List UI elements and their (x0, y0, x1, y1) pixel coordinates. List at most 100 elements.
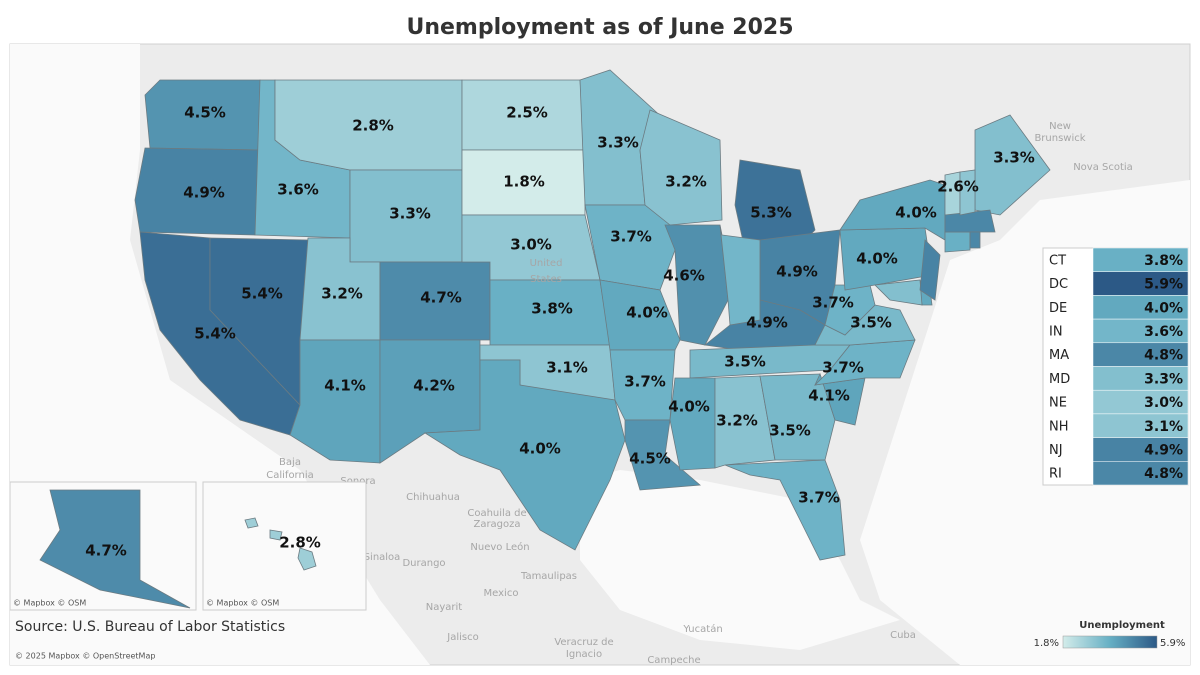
state-value-label: 2.8% (352, 117, 394, 135)
basemap-label: Sinaloa (364, 552, 401, 563)
basemap-label: New (1049, 121, 1071, 132)
basemap-label: Nayarit (426, 602, 463, 613)
state-value-label: 3.5% (724, 353, 766, 371)
basemap-label: Brunswick (1034, 133, 1085, 144)
table-state: CT (1049, 253, 1066, 268)
state-value-label: 3.6% (277, 181, 319, 199)
table-value: 4.9% (1144, 442, 1183, 458)
basemap-label: Nuevo León (470, 541, 529, 553)
state-value-label: 4.5% (184, 104, 226, 122)
legend-max: 5.9% (1160, 638, 1185, 649)
state-value-label: 2.5% (506, 104, 548, 122)
state (759, 373, 836, 461)
basemap-label: United (530, 258, 563, 269)
state-value-label: 4.0% (856, 250, 898, 268)
basemap-label: Ignacio (566, 649, 602, 660)
state (959, 169, 976, 216)
basemap-label: Nova Scotia (1073, 162, 1133, 173)
state-value-label: 3.0% (510, 236, 552, 254)
basemap-label: Cuba (890, 630, 916, 641)
legend-scale (1062, 635, 1158, 649)
state (724, 459, 846, 561)
basemap-label: Zaragoza (473, 519, 520, 530)
state-value-label: 3.7% (822, 359, 864, 377)
state-value-label: 4.7% (420, 289, 462, 307)
basemap-label: California (266, 470, 314, 481)
state-value-label: 4.5% (629, 450, 671, 468)
state-value-label: 4.6% (663, 267, 705, 285)
state-value-label: 5.4% (194, 325, 236, 343)
table-state: NE (1049, 396, 1067, 411)
basemap-label: Campeche (647, 655, 700, 666)
basemap-label: Yucatán (682, 623, 722, 635)
state-value-label: 2.6% (937, 178, 979, 196)
state-value-label: 4.9% (746, 314, 788, 332)
attribution: © Mapbox © OSM (206, 599, 279, 608)
state (297, 547, 317, 571)
state (669, 377, 716, 471)
state-value-label: 4.1% (808, 387, 850, 405)
state-value-label: 3.2% (321, 285, 363, 303)
basemap-label: Chihuahua (406, 492, 460, 503)
state-value-label: 5.4% (241, 285, 283, 303)
basemap-label: Veracruz de (554, 637, 613, 648)
table-value: 3.6% (1144, 324, 1183, 340)
state-value-label: 4.9% (183, 184, 225, 202)
table-value: 3.1% (1144, 419, 1183, 435)
basemap-label: Baja (279, 457, 301, 468)
state-value-label: 3.3% (993, 149, 1035, 167)
table-state: MD (1049, 372, 1070, 387)
basemap-label: Durango (402, 558, 445, 569)
state-value-label: 2.8% (279, 534, 321, 552)
state-value-label: 1.8% (503, 173, 545, 191)
state-value-label: 4.0% (626, 304, 668, 322)
title: Unemployment as of June 2025 (406, 15, 793, 40)
state-value-label: 4.2% (413, 377, 455, 395)
state (919, 239, 941, 301)
basemap-label: Coahuila de (467, 508, 526, 519)
table-value: 3.0% (1144, 395, 1183, 411)
attribution: © Mapbox © OSM (13, 599, 86, 608)
state-value-label: 3.5% (850, 314, 892, 332)
table-state: DC (1049, 277, 1068, 292)
table-value: 4.0% (1144, 300, 1183, 316)
state-value-label: 4.1% (324, 377, 366, 395)
state-value-label: 3.2% (716, 412, 758, 430)
state-value-label: 3.7% (610, 228, 652, 246)
table-state: NJ (1049, 443, 1063, 458)
state-value-label: 3.1% (546, 359, 588, 377)
basemap-label: Jalisco (446, 632, 478, 643)
state (39, 489, 191, 609)
state-value-label: 3.5% (769, 422, 811, 440)
labels: 4.5% 4.9% 5.4% 5.4% 3.6% 2.8% 3.3% 3.2% 4.1% 4.7%… (85, 104, 1035, 560)
state (423, 359, 626, 551)
state (244, 517, 259, 529)
state-value-label: 3.2% (665, 173, 707, 191)
state-value-label: 3.7% (798, 489, 840, 507)
table-cell (1092, 461, 1189, 486)
insets (39, 489, 317, 609)
state-value-label: 3.7% (624, 373, 666, 391)
source: Source: U.S. Bureau of Labor Statistics (15, 619, 285, 635)
basemap-label: Tamaulipas (520, 571, 577, 582)
legend-title: Unemployment (1079, 620, 1165, 631)
table-value: 4.8% (1144, 466, 1183, 482)
state (714, 375, 776, 469)
state (719, 224, 761, 326)
table-state: RI (1049, 467, 1062, 482)
state-value-label: 4.9% (776, 263, 818, 281)
state-value-label: 3.7% (812, 294, 854, 312)
table-value: 3.3% (1144, 371, 1183, 387)
state-value-label: 4.0% (895, 204, 937, 222)
table-value: 3.8% (1144, 253, 1183, 269)
table-state: NH (1049, 419, 1069, 434)
state (599, 279, 681, 351)
basemap-label: States (530, 274, 562, 285)
state-value-label: 5.3% (750, 204, 792, 222)
table-value: 5.9% (1144, 277, 1183, 293)
state (944, 231, 971, 253)
attribution: © 2025 Mapbox © OpenStreetMap (15, 652, 155, 661)
state-value-label: 4.0% (519, 440, 561, 458)
state-value-label: 3.3% (597, 134, 639, 152)
